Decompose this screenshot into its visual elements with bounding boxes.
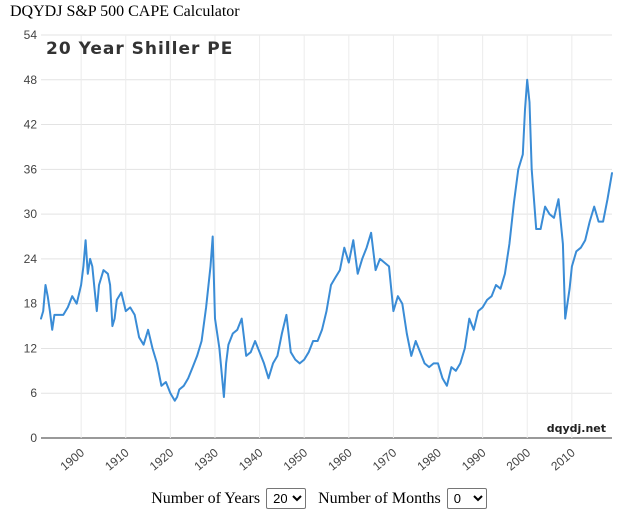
- y-tick-label: 54: [24, 28, 38, 42]
- chart-controls: Number of Years 20 Number of Months 0: [0, 488, 638, 509]
- years-select[interactable]: 20: [266, 488, 307, 509]
- y-tick-label: 0: [30, 431, 37, 445]
- cape-chart: 0 6 12 18 24 30 36 42 48 54 1900 1910 1920 1930 1940 19…: [24, 28, 613, 473]
- x-tick-label: 1920: [147, 445, 177, 473]
- app-title: DQYDJ S&P 500 CAPE Calculator: [10, 3, 240, 20]
- chart-grid: [41, 34, 612, 439]
- chart-ticks: 0 6 12 18 24 30 36 42 48 54 1900 1910 1920 1930 1940 19…: [24, 28, 578, 473]
- months-label: Number of Months: [318, 489, 441, 507]
- y-tick-label: 36: [24, 162, 38, 176]
- chart-watermark: dqydj.net: [547, 422, 606, 435]
- x-tick-label: 1940: [236, 445, 266, 473]
- x-tick-label: 1910: [102, 445, 132, 473]
- x-tick-label: 1980: [414, 445, 444, 473]
- y-tick-label: 30: [24, 207, 38, 221]
- years-label: Number of Years: [151, 489, 261, 507]
- chart-series: [40, 78, 613, 402]
- chart-title: 20 Year Shiller PE: [46, 39, 233, 59]
- y-tick-label: 48: [24, 73, 38, 87]
- x-tick-label: 1970: [370, 445, 400, 473]
- y-tick-label: 18: [24, 297, 38, 311]
- x-tick-label: 2010: [548, 445, 578, 473]
- x-tick-label: 2000: [504, 445, 534, 473]
- y-tick-label: 6: [30, 386, 37, 400]
- y-tick-label: 24: [24, 252, 38, 266]
- months-select[interactable]: 0: [446, 488, 487, 509]
- x-tick-label: 1960: [325, 445, 355, 473]
- x-tick-label: 1930: [191, 445, 221, 473]
- x-tick-label: 1950: [281, 445, 311, 473]
- series-line: [40, 78, 613, 402]
- x-tick-label: 1990: [459, 445, 489, 473]
- y-tick-label: 12: [24, 341, 38, 355]
- y-tick-label: 42: [24, 118, 38, 132]
- x-tick-label: 1900: [58, 445, 88, 473]
